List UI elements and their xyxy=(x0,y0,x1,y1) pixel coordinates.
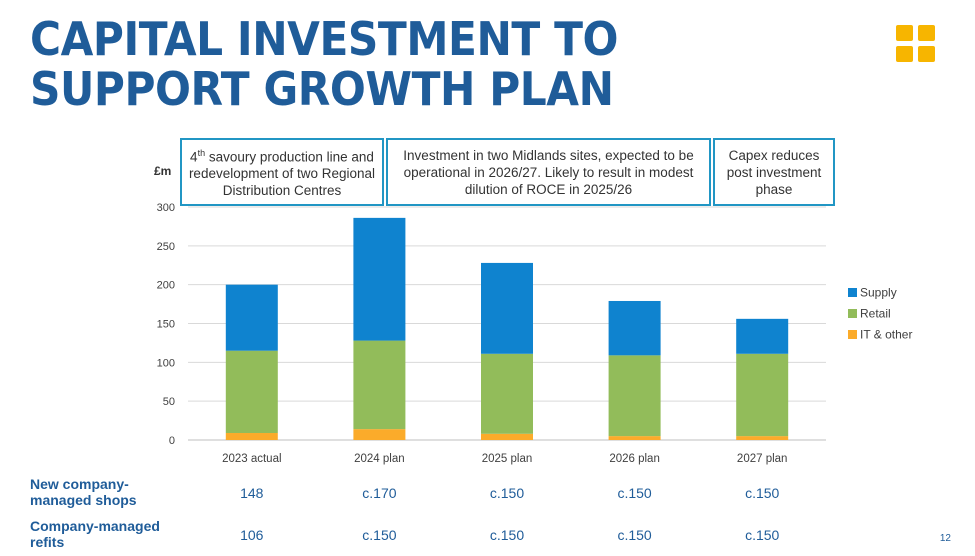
y-tick-label: 150 xyxy=(157,319,175,331)
bar-it-other-3 xyxy=(608,436,661,440)
table-cell: 106 xyxy=(240,527,264,543)
bar-retail-0 xyxy=(225,350,278,434)
callout-2024: 4th savoury production line and redevelo… xyxy=(180,138,384,206)
x-tick-label: 2023 actual xyxy=(222,453,281,465)
x-tick-label: 2024 plan xyxy=(354,453,405,465)
table-cell: c.150 xyxy=(489,527,525,543)
row-label-new-shops: New company- managed shops xyxy=(30,476,137,508)
stacked-bar-chart: 0 50 100 150 200 250 300 2023 actual 2024 plan 20… xyxy=(157,202,913,465)
table-cell: c.150 xyxy=(489,485,525,501)
callout-capex: Capex reduces post investment phase xyxy=(713,138,835,206)
bar-it-other-2 xyxy=(481,433,533,440)
callout-2024-text: 4th savoury production line and redevelo… xyxy=(188,147,376,199)
legend-swatch xyxy=(848,330,857,339)
bar-it-other-0 xyxy=(225,433,278,440)
y-tick-label: 200 xyxy=(157,280,175,292)
legend-label: Retail xyxy=(860,307,891,321)
callout-midlands-text: Investment in two Midlands sites, expect… xyxy=(403,147,694,197)
bar-retail-4 xyxy=(736,353,789,437)
callout-capex-text: Capex reduces post investment phase xyxy=(726,147,822,197)
bar-retail-3 xyxy=(608,355,661,437)
bar-it-other-4 xyxy=(736,436,789,440)
row-label-refits: Company-managed refits xyxy=(30,518,160,550)
bar-retail-2 xyxy=(481,353,533,434)
bar-supply-0 xyxy=(225,284,278,351)
bar-retail-1 xyxy=(353,340,406,430)
title-line-2: SUPPORT GROWTH PLAN xyxy=(30,62,614,116)
y-tick-label: 0 xyxy=(169,435,175,447)
y-tick-label: 300 xyxy=(157,202,175,214)
legend-swatch xyxy=(848,309,857,318)
y-tick-label: 50 xyxy=(163,396,175,408)
x-tick-label: 2027 plan xyxy=(737,453,788,465)
x-tick-label: 2026 plan xyxy=(609,453,660,465)
x-tick-label: 2025 plan xyxy=(482,453,533,465)
y-axis-unit: £m xyxy=(154,164,172,178)
brand-logo-icon xyxy=(896,25,936,63)
table-cell: c.150 xyxy=(617,485,652,501)
table-cell: c.150 xyxy=(745,527,780,543)
bar-supply-4 xyxy=(736,318,789,354)
bar-it-other-1 xyxy=(353,429,406,440)
y-tick-label: 100 xyxy=(157,357,175,369)
table-cell: c.150 xyxy=(617,527,652,543)
bar-supply-2 xyxy=(481,262,533,354)
table-cell: c.150 xyxy=(745,485,780,501)
y-tick-label: 250 xyxy=(157,241,175,253)
legend-swatch xyxy=(848,288,857,297)
page-title: CAPITAL INVESTMENT TO SUPPORT GROWTH PLA… xyxy=(30,14,618,114)
table-cell: c.150 xyxy=(362,527,397,543)
bar-supply-3 xyxy=(608,300,661,356)
legend-label: IT & other xyxy=(860,328,912,342)
callout-midlands: Investment in two Midlands sites, expect… xyxy=(386,138,711,206)
title-line-1: CAPITAL INVESTMENT TO xyxy=(30,12,619,66)
page-number: 12 xyxy=(939,533,951,544)
table-cell: c.170 xyxy=(362,485,397,501)
legend-label: Supply xyxy=(860,286,897,300)
table-cell: 148 xyxy=(240,485,264,501)
bar-supply-1 xyxy=(353,217,406,341)
